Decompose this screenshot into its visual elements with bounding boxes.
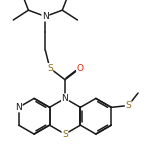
Text: N: N [62,94,68,103]
Text: S: S [47,64,53,73]
Text: S: S [125,101,131,110]
Text: S: S [62,130,68,139]
Text: N: N [15,103,22,112]
Text: N: N [42,12,49,21]
Text: O: O [77,64,84,73]
